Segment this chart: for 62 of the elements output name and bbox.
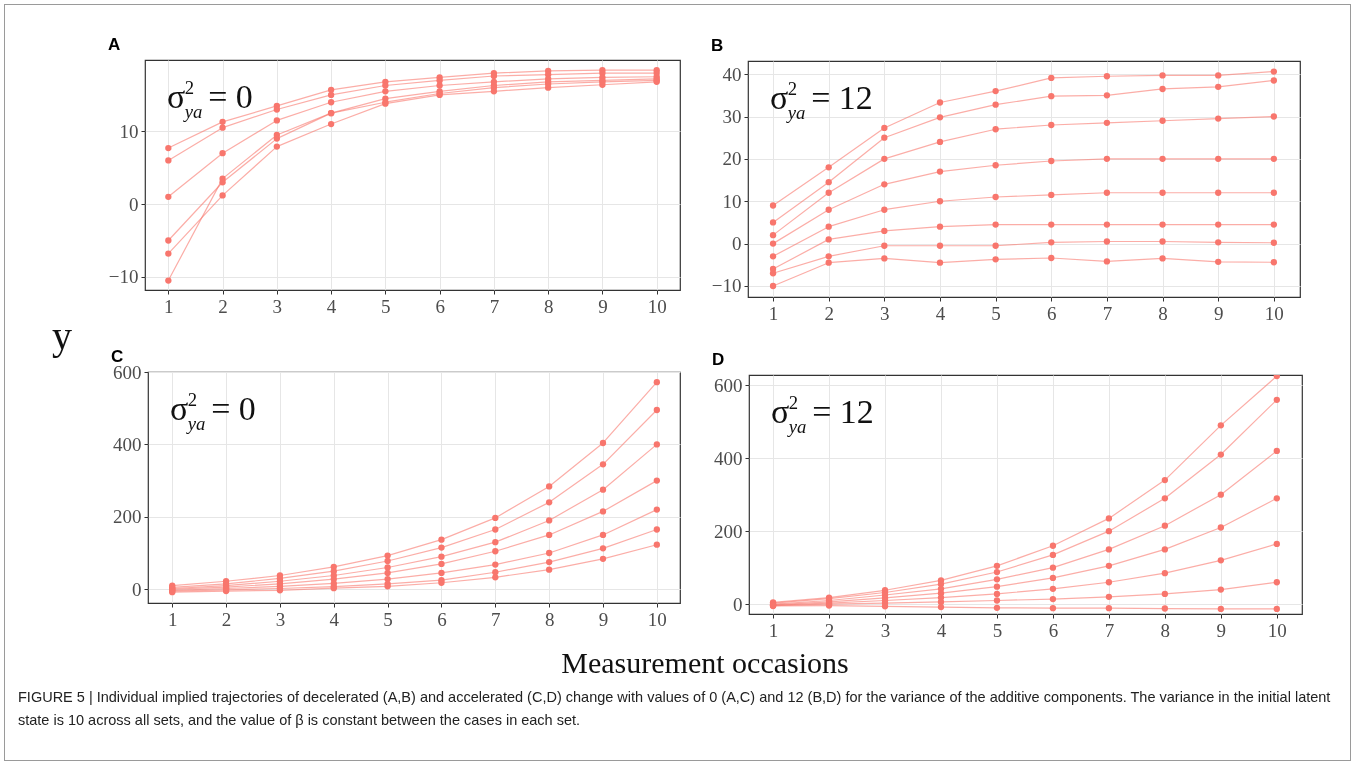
x-tick-label: 4 (329, 608, 340, 630)
caption: FIGURE 5 | Individual implied trajectories of decelerated (A,B) and accelerated (C,D) change with values of 0 (A,C) and 12 (B,D) for the variance of the additive components. The variance in the initial latent state is 10 across all sets, and the value of β is constant between the cases in each set. (18, 688, 1332, 730)
x-tick-label: 4 (326, 295, 337, 317)
x-tick-label: 4 (935, 302, 946, 324)
y-tick-label: 200 (714, 520, 743, 542)
x-tick-label: 1 (768, 619, 779, 641)
x-tick-label: 2 (221, 608, 232, 630)
y-tick-label: 0 (132, 578, 142, 600)
x-tick-label: 6 (435, 295, 445, 317)
y-tick-label: 600 (714, 374, 743, 396)
x-tick-label: 7 (491, 608, 501, 630)
x-tick-label: 7 (1104, 619, 1115, 641)
x-tick-label: 6 (437, 608, 447, 630)
x-tick-label: 1 (167, 608, 178, 630)
y-tick-label: 0 (733, 593, 743, 615)
x-tick-label: 9 (598, 608, 609, 630)
y-tick-label: 0 (129, 193, 139, 215)
x-tick-label: 9 (598, 295, 608, 317)
y-tick-label: −10 (711, 275, 742, 297)
y-tick-label: 400 (714, 447, 743, 469)
chart-title: B (711, 36, 724, 55)
x-tick-label: 3 (880, 302, 890, 324)
x-tick-label: 2 (824, 619, 835, 641)
y-tick-label: 20 (722, 148, 742, 170)
x-tick-label: 2 (218, 295, 228, 317)
y-tick-label: 200 (113, 506, 142, 528)
x-tick-label: 6 (1047, 302, 1057, 324)
x-tick-label: 7 (489, 295, 500, 317)
x-tick-label: 3 (275, 608, 286, 630)
x-tick-label: 9 (1216, 619, 1227, 641)
chart-title: D (712, 350, 725, 369)
chart-title: A (108, 35, 121, 54)
x-tick-label: 8 (544, 608, 555, 630)
y-tick-label: 40 (722, 63, 742, 85)
y-tick-label: 10 (722, 190, 742, 212)
y-tick-label: 30 (722, 106, 742, 127)
x-tick-label: 10 (1267, 619, 1287, 641)
x-tick-label: 2 (824, 302, 834, 324)
x-tick-label: 3 (880, 619, 891, 641)
y-tick-label: 400 (113, 433, 142, 455)
x-tick-label: 9 (1213, 302, 1224, 324)
x-tick-label: 8 (1158, 302, 1168, 324)
x-tick-label: 3 (272, 295, 283, 317)
x-tick-label: 8 (1160, 619, 1171, 641)
x-tick-label: 5 (992, 619, 1003, 641)
x-tick-label: 10 (1264, 302, 1284, 324)
x-tick-label: 1 (164, 295, 174, 317)
y-axis-title: y (52, 312, 72, 359)
x-tick-label: 7 (1102, 302, 1113, 324)
x-tick-label: 4 (936, 619, 947, 641)
x-tick-label: 5 (383, 608, 393, 630)
x-tick-label: 5 (381, 295, 391, 317)
x-tick-label: 10 (647, 295, 667, 317)
y-tick-label: 0 (732, 233, 742, 255)
x-tick-label: 1 (768, 302, 779, 324)
x-tick-label: 5 (991, 302, 1001, 324)
x-tick-label: 10 (647, 608, 667, 630)
x-tick-label: 8 (543, 295, 554, 317)
x-tick-label: 6 (1048, 619, 1059, 641)
x-axis-title: Measurement occasions (560, 646, 850, 680)
y-tick-label: 10 (119, 120, 139, 142)
y-tick-label: −10 (108, 266, 139, 288)
